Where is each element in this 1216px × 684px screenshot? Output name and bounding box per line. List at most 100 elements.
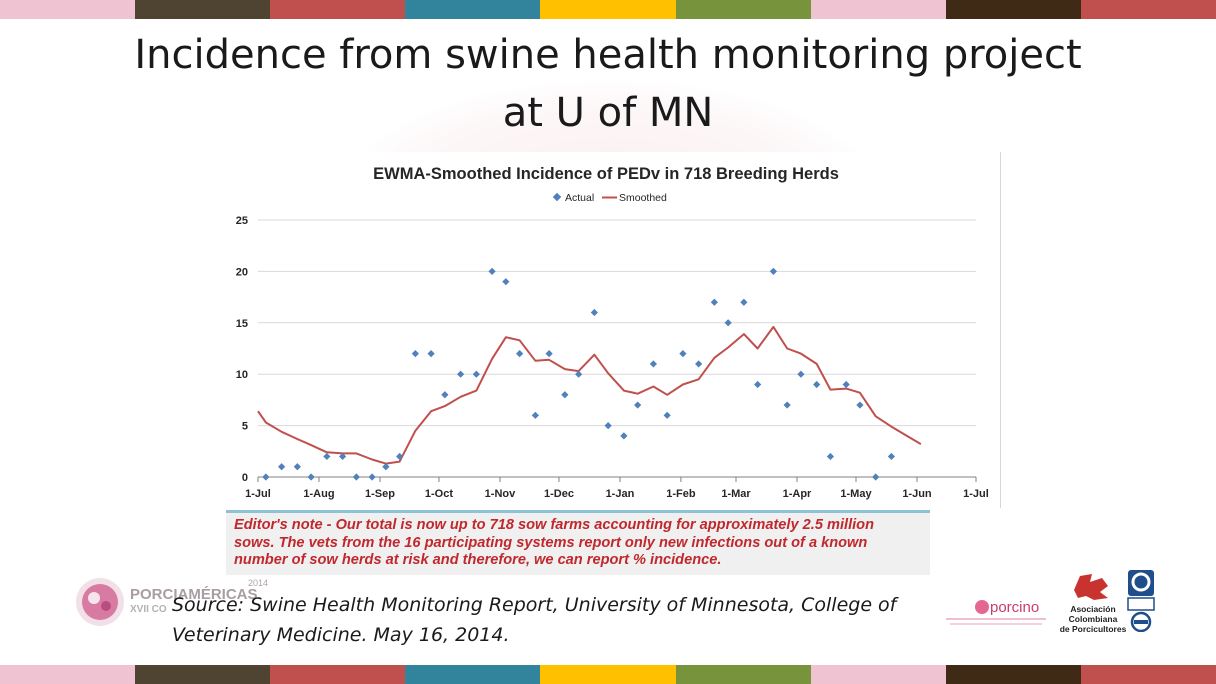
incidence-chart: EWMA-Smoothed Incidence of PEDv in 718 B… [236,165,989,500]
actual-data-point [561,391,569,399]
actual-data-point [740,298,748,306]
actual-data-point [411,350,419,358]
stripe-segment [135,665,271,684]
y-tick-label: 20 [236,266,248,278]
actual-data-point [396,452,404,461]
chart-legend: Actual Smoothed [552,192,667,204]
actual-data-point [856,401,864,409]
porcino-logo-text: porcino [990,599,1039,616]
editor-note-line-1: Editor's note - Our total is now up to 7… [234,517,875,533]
stripe-segment [1080,0,1216,19]
x-tick-label: 1-Jul [245,488,271,500]
actual-data-point [502,278,510,286]
stripe-segment [675,0,811,19]
slide-title-line-2: at U of MN [502,90,714,136]
stripe-segment [405,665,541,684]
y-tick-label: 15 [236,318,248,330]
actual-data-point [710,298,718,306]
actual-data-point [769,267,777,275]
top-color-stripe [0,0,1216,19]
stripe-segment [945,0,1081,19]
asociacion-line-1: Asociación [1070,604,1115,614]
editor-note-line-3: number of sow herds at risk and therefor… [234,552,722,568]
y-tick-label: 0 [242,472,248,484]
actual-data-point [368,473,376,481]
stripe-segment [270,0,406,19]
legend-actual-label: Actual [565,192,594,204]
stripe-segment [675,665,811,684]
actual-data-point [590,308,598,317]
stripe-segment [810,0,946,19]
actual-data-point [649,360,657,368]
stripe-segment [945,665,1081,684]
x-tick-label: 1-Nov [485,488,516,500]
actual-data-point [545,350,553,358]
actual-data-point [427,350,435,358]
legend-actual-marker [552,192,562,202]
actual-data-point [826,452,835,461]
actual-data-point [887,452,896,461]
x-tick-label: 1-Dec [544,488,574,500]
asociacion-line-3: de Porcicultores [1060,624,1127,634]
stripe-segment [0,0,136,19]
x-tick-label: 1-Mar [721,488,751,500]
actual-data-point [531,411,539,419]
porciamericas-logo: PORCIAMÉRICAS 2014 XVII CO [76,578,268,626]
actual-data-point [382,463,390,471]
x-tick-label: 1-Feb [666,488,696,500]
y-tick-label: 25 [236,215,248,227]
actual-data-point [352,473,360,481]
chart-axes: 0 5 10 15 20 25 1-Jul 1-Aug 1-Sep 1-Oct 1-Nov 1-Dec… [236,215,989,500]
x-tick-label: 1-Jun [902,488,932,500]
stripe-segment [810,665,946,684]
stripe-segment [540,0,676,19]
chart-gridlines [258,219,976,427]
actual-data-point [278,463,286,471]
legend-smoothed-label: Smoothed [619,192,667,204]
stripe-segment [1080,665,1216,684]
stripe-segment [540,665,676,684]
actual-data-point [695,360,703,368]
actual-data-point [307,473,315,481]
actual-data-point [604,422,612,430]
actual-data-point [663,411,671,419]
bottom-color-stripe [0,665,1216,684]
actual-data-point [472,370,480,378]
actual-data-point [262,473,270,481]
porciamericas-sub: XVII CO [130,604,167,615]
x-tick-label: 1-Apr [783,488,812,500]
actual-data-point [441,391,449,399]
actual-data-point [679,350,687,358]
editor-note-text: Editor's note - Our total is now up to 7… [234,517,930,570]
stripe-segment [135,0,271,19]
actual-data-point [457,370,465,378]
actual-data-point [293,463,301,471]
actual-data-point [338,452,347,461]
actual-data-point [797,370,805,378]
actual-data-point [842,380,850,389]
actual-data-point [754,380,762,389]
x-tick-label: 1-Jan [606,488,635,500]
smoothed-series [257,325,922,465]
actual-data-point [575,370,583,378]
stripe-segment [405,0,541,19]
actual-data-point [516,350,524,358]
actual-data-point [323,452,331,461]
slide-title: Incidence from swine health monitoring p… [40,26,1176,142]
stripe-segment [270,665,406,684]
x-tick-label: 1-Aug [303,488,334,500]
chart-panel: EWMA-Smoothed Incidence of PEDv in 718 B… [226,152,1001,508]
x-tick-label: 1-May [840,488,872,500]
y-tick-label: 10 [236,369,248,381]
source-line-1: Source: Swine Health Monitoring Report, … [172,594,897,616]
editor-note-line-2: sows. The vets from the 16 participating… [234,534,868,551]
smoothed-line [257,325,922,465]
actual-data-point [724,319,732,327]
actual-data-point [634,401,642,409]
y-tick-label: 5 [242,421,248,433]
actual-data-point [488,267,496,275]
slide-title-line-1: Incidence from swine health monitoring p… [134,32,1082,78]
source-line-2: Veterinary Medicine. May 16, 2014. [172,624,510,646]
source-citation: Source: Swine Health Monitoring Report, … [172,590,1032,650]
chart-title: EWMA-Smoothed Incidence of PEDv in 718 B… [373,165,839,183]
